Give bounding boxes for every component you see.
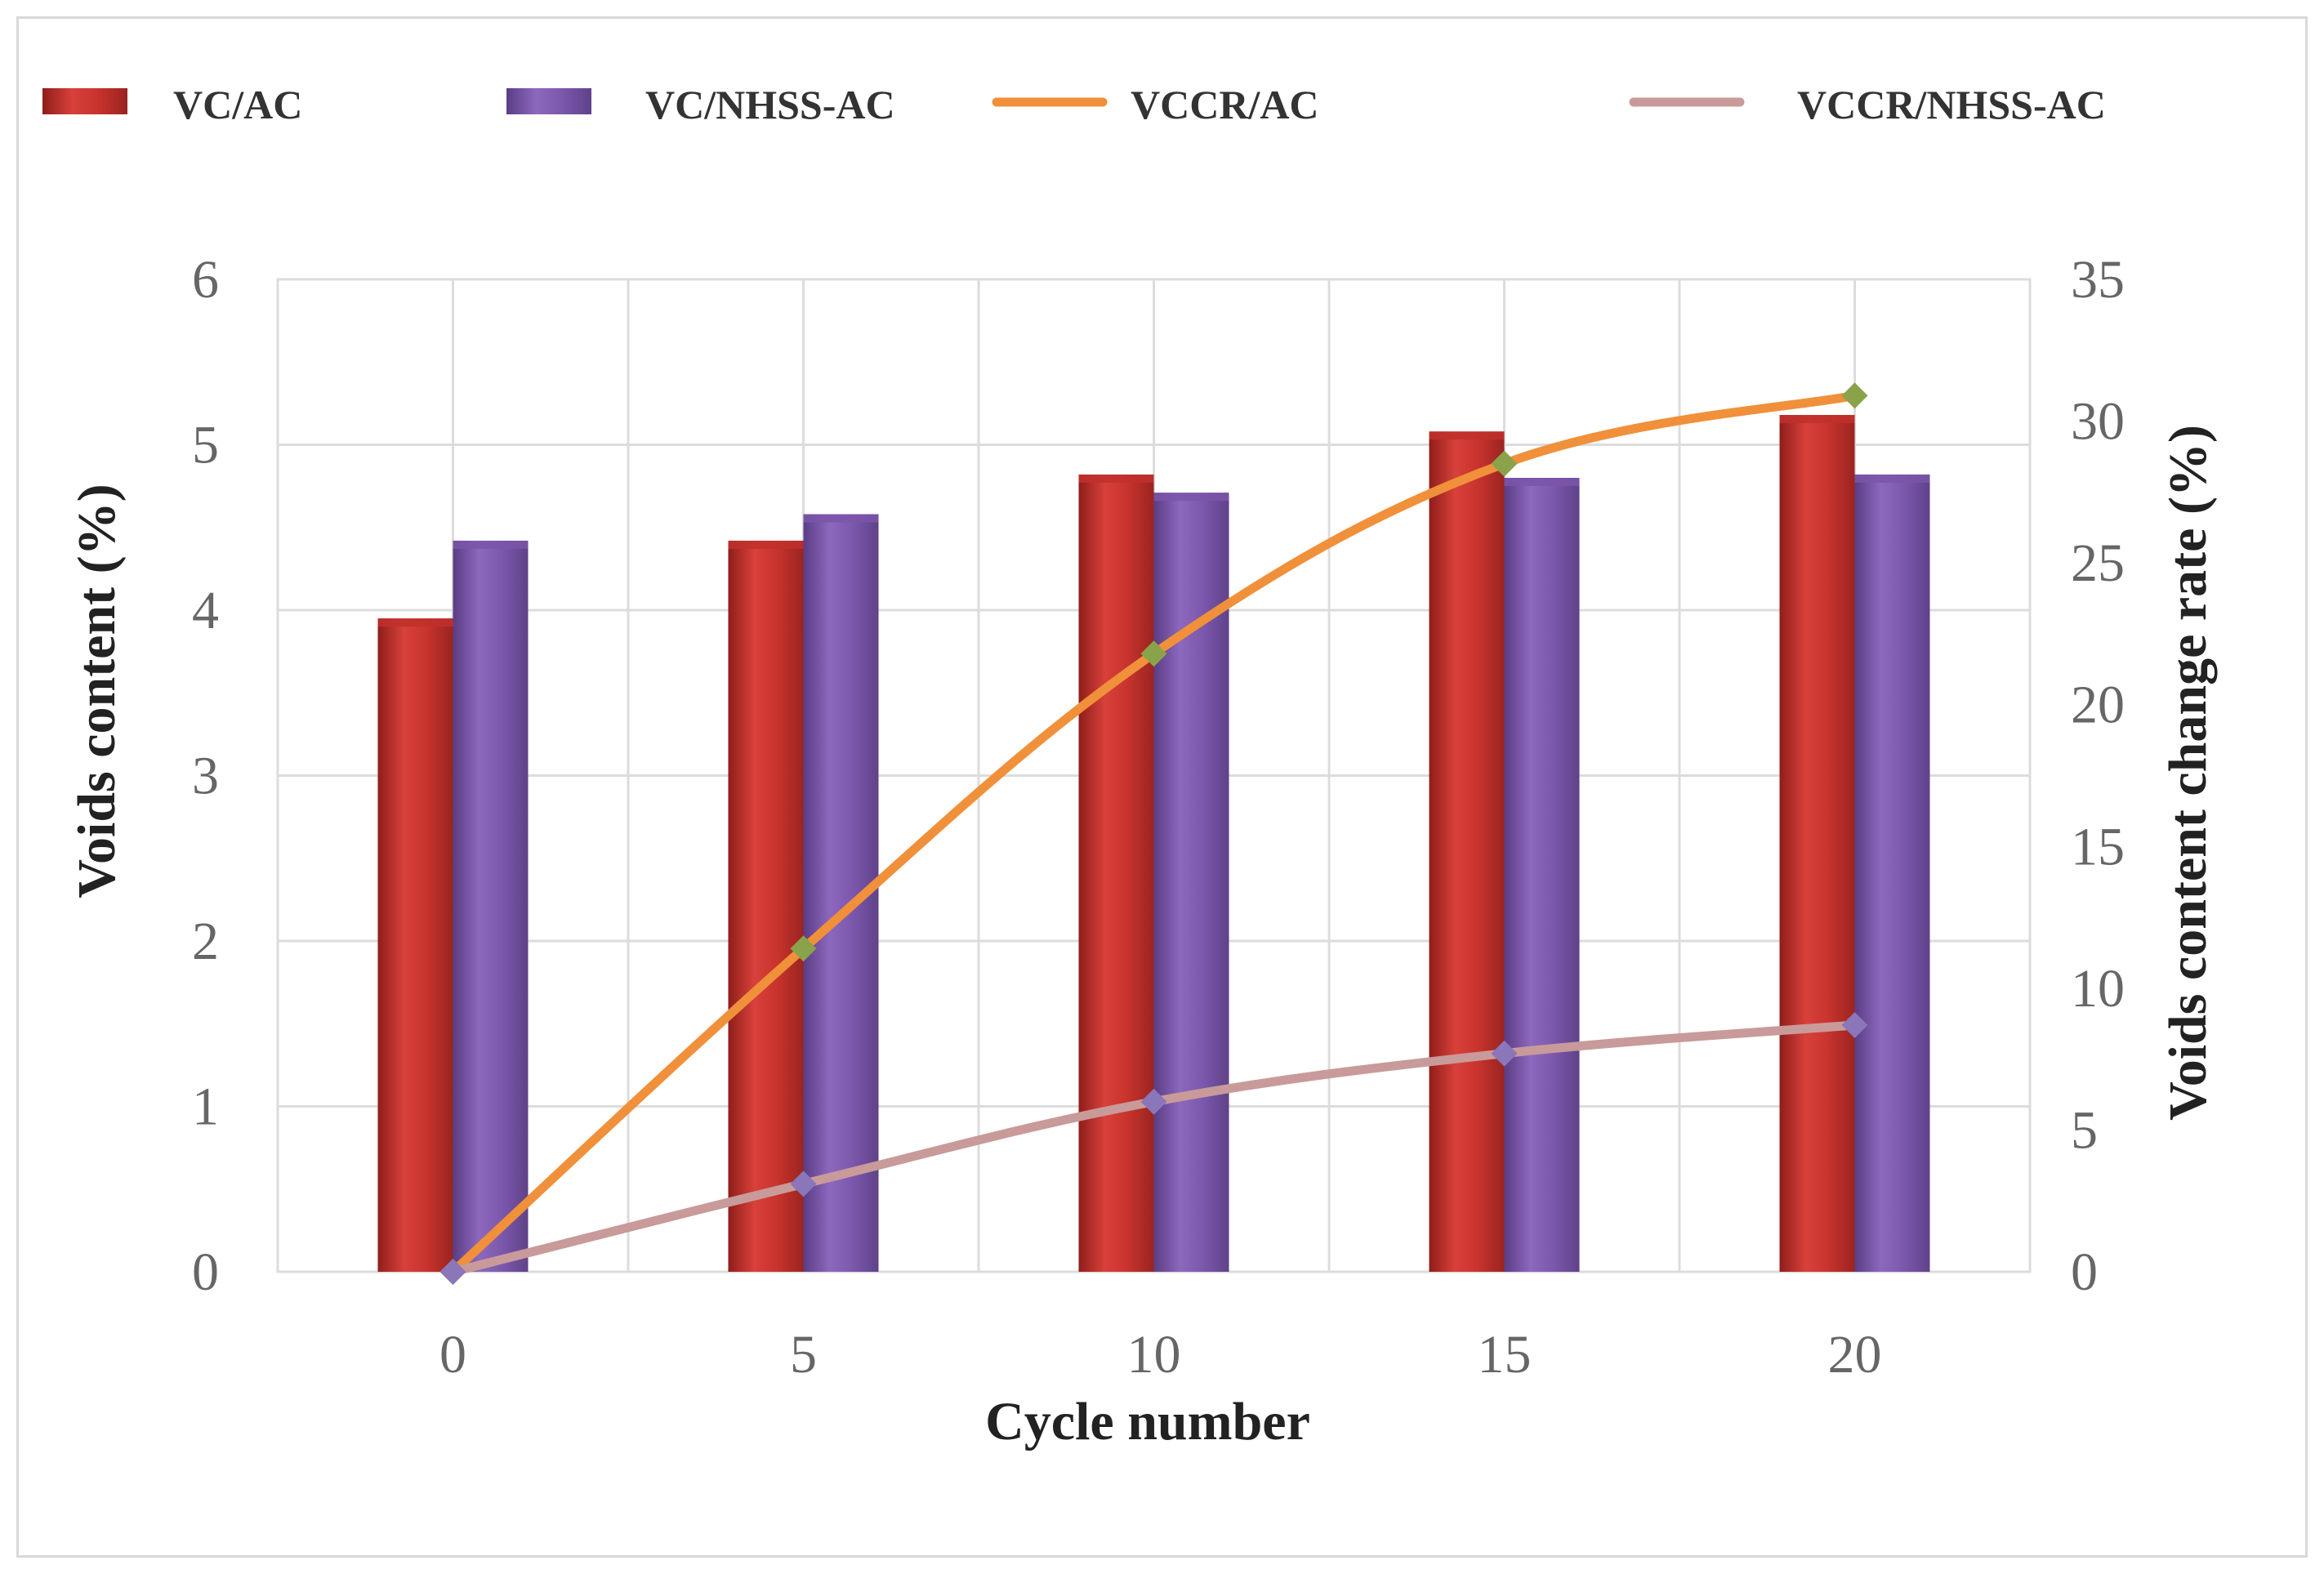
x-axis-ticks: 0 5 10 15 20 — [439, 1325, 1882, 1384]
bar-cap — [728, 540, 804, 549]
left-axis-ticks: 0 1 2 3 4 5 6 — [192, 250, 219, 1302]
bar-cap — [1504, 478, 1580, 486]
legend-swatch-vc-nhss-ac — [506, 88, 591, 114]
bar-cap — [1153, 493, 1229, 502]
y-tick-label: 2 — [192, 912, 219, 971]
point-vccr-ac-15 — [1491, 450, 1518, 477]
point-vccr-nhss-ac-10 — [1140, 1088, 1167, 1115]
bar-vc-ac-0 — [377, 618, 453, 1272]
bar-cap — [377, 618, 453, 627]
bar-cap — [1429, 431, 1505, 440]
y-tick-label: 1 — [192, 1077, 219, 1137]
legend-label-vc-nhss-ac: VC/NHSS-AC — [645, 82, 895, 127]
bar-cap — [1854, 474, 1930, 483]
legend: VC/AC VC/NHSS-AC VCCR/AC VCCR/NHSS-AC — [42, 82, 2106, 127]
y-tick-label: 6 — [192, 250, 219, 310]
point-vccr-nhss-ac-5 — [790, 1170, 817, 1197]
bar-vc-ac-15 — [1429, 431, 1505, 1272]
y2-tick-label: 20 — [2071, 676, 2125, 735]
bar-series — [377, 415, 1930, 1272]
y2-axis-title: Voids content change rate (%) — [2158, 425, 2218, 1121]
y2-tick-label: 25 — [2071, 533, 2125, 593]
bar-vc-ac-5 — [728, 540, 804, 1272]
bar-vc-nhss-ac-0 — [453, 540, 529, 1272]
point-vccr-ac-20 — [1841, 382, 1868, 409]
y-tick-label: 3 — [192, 747, 219, 806]
line-series — [439, 382, 1868, 1285]
point-vccr-nhss-ac-0 — [439, 1259, 466, 1285]
y-tick-label: 0 — [192, 1242, 219, 1302]
bar-cap — [803, 514, 879, 523]
bar-vc-nhss-ac-15 — [1504, 478, 1580, 1272]
point-vccr-nhss-ac-15 — [1491, 1040, 1518, 1067]
bar-cap — [1078, 474, 1154, 483]
bar-vc-ac-20 — [1779, 415, 1855, 1272]
y2-tick-label: 5 — [2071, 1100, 2098, 1160]
x-axis-title: Cycle number — [985, 1392, 1310, 1451]
line-vccr-ac — [448, 390, 1859, 1277]
point-vccr-ac-10 — [1140, 640, 1167, 667]
legend-label-vc-ac: VC/AC — [173, 82, 302, 127]
right-axis-ticks: 0 5 10 15 20 25 30 35 — [2071, 250, 2125, 1302]
point-vccr-ac-5 — [790, 935, 817, 962]
point-vccr-nhss-ac-20 — [1841, 1011, 1868, 1038]
x-tick-label: 5 — [790, 1325, 817, 1384]
x-tick-label: 10 — [1127, 1325, 1181, 1384]
bar-vc-nhss-ac-10 — [1153, 493, 1229, 1272]
legend-label-vccr-ac: VCCR/AC — [1131, 82, 1319, 127]
y2-tick-label: 30 — [2071, 392, 2125, 452]
legend-label-vccr-nhss-ac: VCCR/NHSS-AC — [1797, 82, 2106, 127]
y2-tick-label: 15 — [2071, 817, 2125, 876]
y-tick-label: 5 — [192, 416, 219, 475]
x-tick-label: 0 — [439, 1325, 466, 1384]
x-tick-label: 15 — [1478, 1325, 1532, 1384]
y2-tick-label: 0 — [2071, 1242, 2098, 1302]
bar-cap — [1779, 415, 1855, 424]
y-axis-title: Voids content (%) — [67, 484, 127, 898]
y-tick-label: 4 — [192, 581, 219, 640]
bar-cap — [453, 540, 529, 549]
x-tick-label: 20 — [1828, 1325, 1882, 1384]
legend-swatch-vc-ac — [42, 88, 127, 114]
bar-vc-nhss-ac-20 — [1854, 474, 1930, 1272]
y2-tick-label: 10 — [2071, 959, 2125, 1019]
bar-vc-ac-10 — [1078, 474, 1154, 1272]
y2-tick-label: 35 — [2071, 250, 2125, 310]
